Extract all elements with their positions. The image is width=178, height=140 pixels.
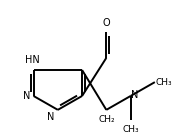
- Text: N: N: [23, 91, 30, 101]
- Text: O: O: [103, 18, 110, 28]
- Text: HN: HN: [25, 55, 40, 65]
- Text: CH₃: CH₃: [122, 125, 139, 134]
- Text: N: N: [131, 90, 139, 100]
- Text: CH₃: CH₃: [156, 78, 172, 87]
- Text: CH₂: CH₂: [98, 115, 115, 124]
- Text: N: N: [47, 112, 54, 122]
